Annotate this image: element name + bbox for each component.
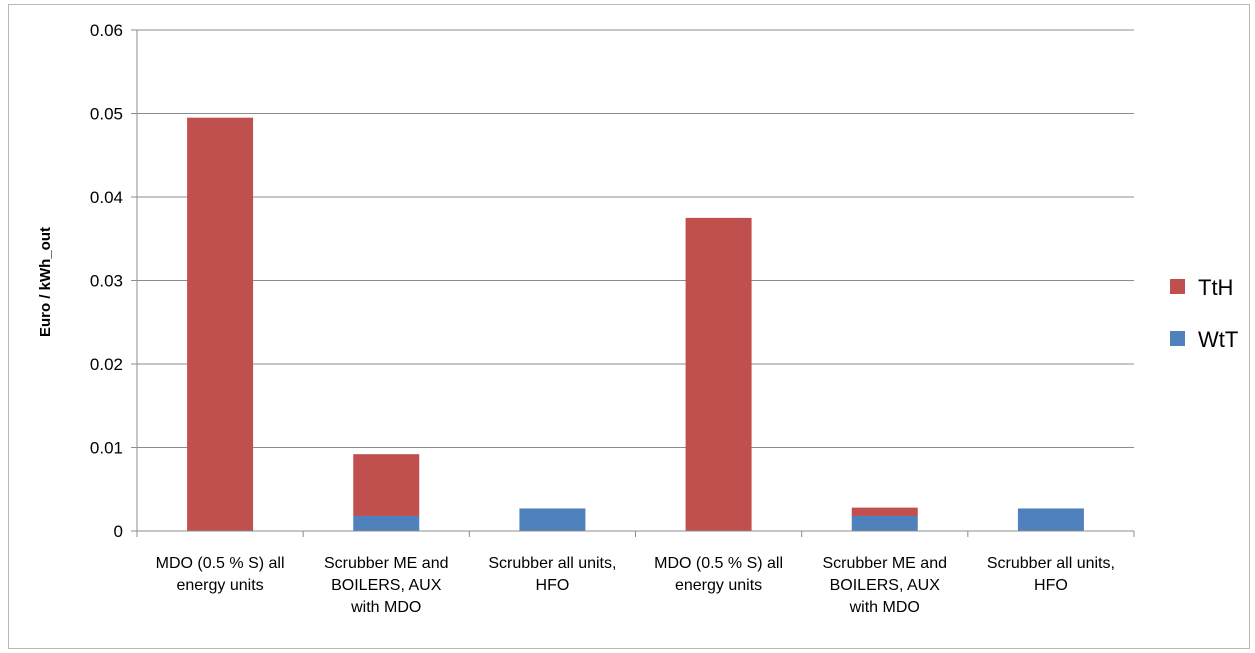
y-tick-label: 0.01 [90,439,123,458]
x-tick-label-line: Scrubber ME and [324,555,449,572]
x-tick-label: Scrubber ME and BOILERS, AUX with MDO [324,555,449,616]
bars [187,117,1084,532]
x-tick-label: MDO (0.5 % S) all energy units [654,555,783,594]
x-tick-label-line: HFO [536,577,570,594]
x-tick-label-line: Scrubber ME and [822,555,947,572]
bar-tth [685,217,752,531]
bar-wtt [519,508,586,531]
legend-label-tth: TtH [1198,275,1233,300]
y-tick-label: 0.02 [90,355,123,374]
gridlines [137,29,1134,448]
axes [131,29,1135,537]
bar-wtt [1017,508,1084,531]
y-axis-label: Euro / kWh_out [37,227,54,337]
x-tick-label: MDO (0.5 % S) all energy units [156,555,285,594]
x-tick-label-line: energy units [675,577,762,594]
x-tick-label-line: Scrubber all units, [987,555,1115,572]
x-tick-label-line: Scrubber all units, [488,555,616,572]
bar-tth [187,117,254,532]
x-tick-label-line: with MDO [849,599,920,616]
x-tick-label-line: MDO (0.5 % S) all [156,555,285,572]
x-tick-label: Scrubber all units, HFO [987,555,1115,594]
y-tick-label: 0.06 [90,21,123,40]
x-tick-label-line: with MDO [350,599,421,616]
bar-wtt [353,515,420,531]
x-tick-label-line: BOILERS, AUX [830,577,941,594]
x-tick-label: Scrubber all units, HFO [488,555,616,594]
y-tick-labels: 0 0.01 0.02 0.03 0.04 0.05 0.06 [90,21,123,541]
x-tick-label-line: energy units [176,577,263,594]
y-tick-label: 0.03 [90,272,123,291]
x-tick-label-line: HFO [1034,577,1068,594]
y-tick-label: 0.04 [90,188,123,207]
bar-tth [353,454,420,516]
y-tick-label: 0 [114,522,123,541]
bar-wtt [851,515,918,531]
x-tick-label-line: MDO (0.5 % S) all [654,555,783,572]
x-tick-labels: MDO (0.5 % S) all energy units Scrubber ME… [156,555,1115,616]
bar-tth [851,507,918,516]
y-tick-label: 0.05 [90,105,123,124]
legend-swatch-wtt [1170,331,1185,346]
legend: TtH WtT [1170,275,1238,352]
x-tick-label-line: BOILERS, AUX [331,577,442,594]
legend-label-wtt: WtT [1198,327,1238,352]
legend-swatch-tth [1170,279,1185,294]
x-tick-label: Scrubber ME and BOILERS, AUX with MDO [822,555,947,616]
